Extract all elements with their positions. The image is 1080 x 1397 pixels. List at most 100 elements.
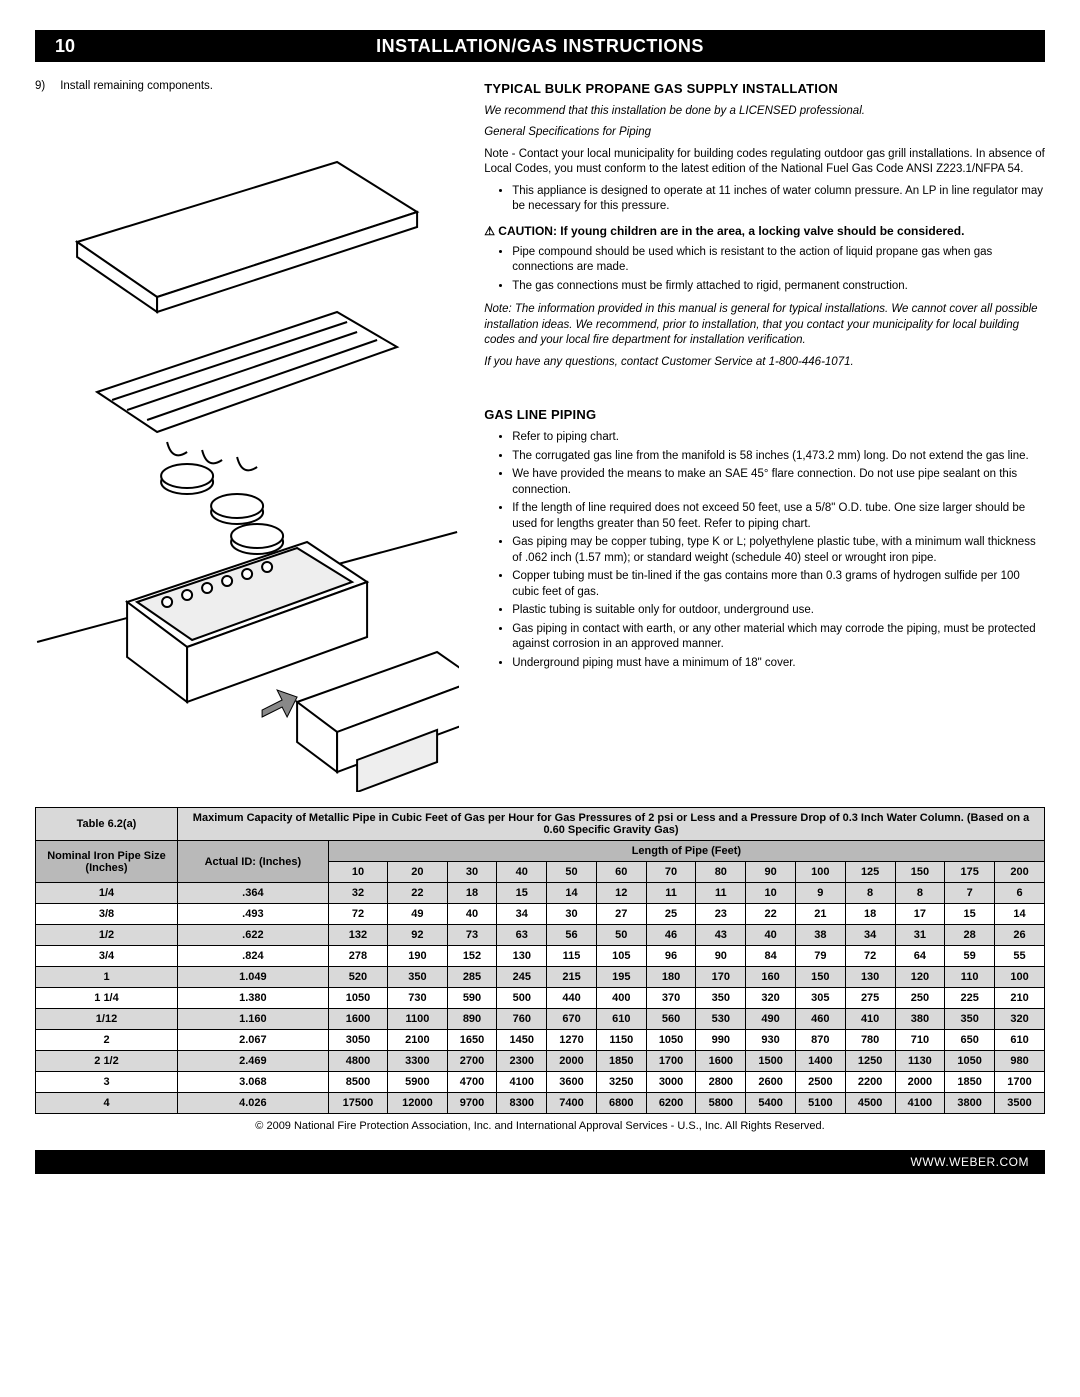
- cell-value: 12: [596, 883, 646, 904]
- cell-value: 1150: [596, 1030, 646, 1051]
- cell-nominal: 1: [36, 967, 178, 988]
- cell-value: 49: [388, 904, 447, 925]
- cell-value: 1050: [328, 988, 387, 1009]
- cell-value: 3600: [547, 1072, 597, 1093]
- cell-value: 64: [895, 946, 945, 967]
- cell-value: 350: [696, 988, 746, 1009]
- right-column: TYPICAL BULK PROPANE GAS SUPPLY INSTALLA…: [484, 80, 1045, 792]
- cell-value: 4500: [845, 1093, 895, 1114]
- cell-value: 11: [646, 883, 696, 904]
- cell-id: .364: [178, 883, 329, 904]
- cell-value: 250: [895, 988, 945, 1009]
- cell-value: 28: [945, 925, 995, 946]
- cell-value: 130: [845, 967, 895, 988]
- cell-value: 590: [447, 988, 497, 1009]
- cell-value: 400: [596, 988, 646, 1009]
- cell-value: 100: [995, 967, 1045, 988]
- cell-value: 152: [447, 946, 497, 967]
- cell-value: 1500: [746, 1051, 796, 1072]
- cell-value: 1650: [447, 1030, 497, 1051]
- table-row: 33.0688500590047004100360032503000280026…: [36, 1072, 1045, 1093]
- cell-value: 650: [945, 1030, 995, 1051]
- cell-value: 17: [895, 904, 945, 925]
- cell-value: 55: [995, 946, 1045, 967]
- cell-value: 150: [795, 967, 845, 988]
- section2-heading: GAS LINE PIPING: [484, 406, 1045, 424]
- cell-value: 15: [945, 904, 995, 925]
- cell-value: 5400: [746, 1093, 796, 1114]
- cell-value: 17500: [328, 1093, 387, 1114]
- cell-value: 1050: [646, 1030, 696, 1051]
- cell-value: 610: [596, 1009, 646, 1030]
- cell-value: 32: [328, 883, 387, 904]
- cell-value: 278: [328, 946, 387, 967]
- length-col: 70: [646, 862, 696, 883]
- table-caption-row: Table 6.2(a) Maximum Capacity of Metalli…: [36, 808, 1045, 841]
- cell-value: 7: [945, 883, 995, 904]
- cell-value: 930: [746, 1030, 796, 1051]
- table-row: 11.0495203502852452151951801701601501301…: [36, 967, 1045, 988]
- table-row: 1/2.62213292736356504643403834312826: [36, 925, 1045, 946]
- cell-value: 11: [696, 883, 746, 904]
- cell-value: 380: [895, 1009, 945, 1030]
- cell-value: 780: [845, 1030, 895, 1051]
- cell-value: 40: [447, 904, 497, 925]
- cell-value: 40: [746, 925, 796, 946]
- cell-value: 22: [746, 904, 796, 925]
- cell-value: 180: [646, 967, 696, 988]
- cell-value: 115: [547, 946, 597, 967]
- warning-icon: ⚠: [484, 224, 495, 238]
- length-col: 80: [696, 862, 746, 883]
- length-col: 175: [945, 862, 995, 883]
- list-item: Gas piping may be copper tubing, type K …: [512, 535, 1045, 566]
- cell-value: 14: [547, 883, 597, 904]
- cell-value: 245: [497, 967, 547, 988]
- cell-id: 2.469: [178, 1051, 329, 1072]
- cell-value: 2000: [547, 1051, 597, 1072]
- cell-nominal: 1 1/4: [36, 988, 178, 1009]
- cell-value: 1130: [895, 1051, 945, 1072]
- cell-value: 410: [845, 1009, 895, 1030]
- table-row: 2 1/22.469480033002700230020001850170016…: [36, 1051, 1045, 1072]
- cell-id: .824: [178, 946, 329, 967]
- length-col: 125: [845, 862, 895, 883]
- col-actual-id: Actual ID: (Inches): [178, 841, 329, 883]
- cell-value: 15: [497, 883, 547, 904]
- cell-value: 3000: [646, 1072, 696, 1093]
- caution-text: ⚠ CAUTION: If young children are in the …: [484, 223, 1045, 239]
- cell-id: 1.380: [178, 988, 329, 1009]
- cell-value: 2500: [795, 1072, 845, 1093]
- cell-value: 90: [696, 946, 746, 967]
- cell-value: 73: [447, 925, 497, 946]
- cell-value: 25: [646, 904, 696, 925]
- cell-value: 120: [895, 967, 945, 988]
- list-item: Copper tubing must be tin-lined if the g…: [512, 569, 1045, 600]
- cell-value: 610: [995, 1030, 1045, 1051]
- left-column: 9) Install remaining components.: [35, 80, 459, 792]
- page-title: INSTALLATION/GAS INSTRUCTIONS: [115, 36, 1045, 57]
- cell-value: 50: [596, 925, 646, 946]
- cell-value: 3500: [995, 1093, 1045, 1114]
- cell-value: 8500: [328, 1072, 387, 1093]
- cell-value: 2800: [696, 1072, 746, 1093]
- list-item: Plastic tubing is suitable only for outd…: [512, 603, 1045, 619]
- cell-value: 2000: [895, 1072, 945, 1093]
- length-col: 10: [328, 862, 387, 883]
- table-row: 44.0261750012000970083007400680062005800…: [36, 1093, 1045, 1114]
- length-col: 200: [995, 862, 1045, 883]
- cell-value: 215: [547, 967, 597, 988]
- length-col: 20: [388, 862, 447, 883]
- general-note: Note: The information provided in this m…: [484, 302, 1045, 349]
- list-item: Underground piping must have a minimum o…: [512, 656, 1045, 672]
- cell-value: 1700: [995, 1072, 1045, 1093]
- cell-value: 1050: [945, 1051, 995, 1072]
- cell-nominal: 2: [36, 1030, 178, 1051]
- cell-value: 92: [388, 925, 447, 946]
- cell-value: 10: [746, 883, 796, 904]
- length-col: 40: [497, 862, 547, 883]
- cell-value: 870: [795, 1030, 845, 1051]
- cell-value: 4700: [447, 1072, 497, 1093]
- caution-body: CAUTION: If young children are in the ar…: [498, 224, 964, 238]
- length-col: 30: [447, 862, 497, 883]
- list-item: Refer to piping chart.: [512, 430, 1045, 446]
